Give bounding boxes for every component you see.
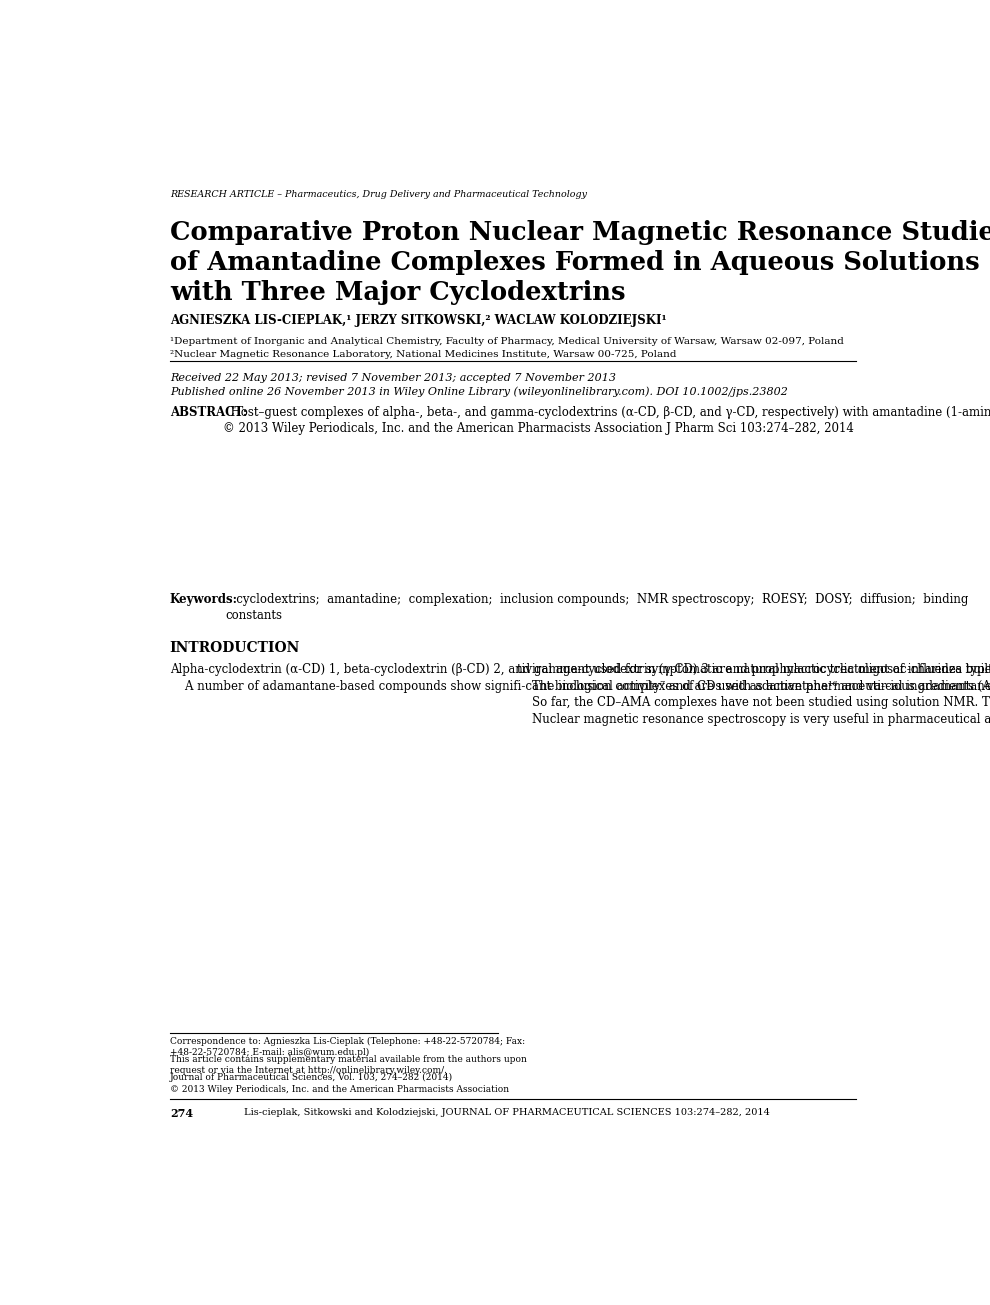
Text: Comparative Proton Nuclear Magnetic Resonance Studies
of Amantadine Complexes Fo: Comparative Proton Nuclear Magnetic Reso… <box>170 221 990 305</box>
Text: © 2013 Wiley Periodicals, Inc. and the American Pharmacists Association: © 2013 Wiley Periodicals, Inc. and the A… <box>170 1084 509 1094</box>
Text: tiviral agent used for symptomatic and prophylactic treatment of influenza type : tiviral agent used for symptomatic and p… <box>518 663 990 726</box>
Text: 274: 274 <box>170 1108 193 1120</box>
Text: RESEARCH ARTICLE – Pharmaceutics, Drug Delivery and Pharmaceutical Technology: RESEARCH ARTICLE – Pharmaceutics, Drug D… <box>170 189 587 198</box>
Text: INTRODUCTION: INTRODUCTION <box>170 641 300 655</box>
Text: ¹Department of Inorganic and Analytical Chemistry, Faculty of Pharmacy, Medical : ¹Department of Inorganic and Analytical … <box>170 338 843 346</box>
Text: Keywords:: Keywords: <box>170 592 238 606</box>
Text: Correspondence to: Agnieszka Lis-Cieplak (Telephone: +48-22-5720784; Fax:
+48-22: Correspondence to: Agnieszka Lis-Cieplak… <box>170 1037 525 1057</box>
Text: AGNIESZKA LIS-CIEPLAK,¹ JERZY SITKOWSKI,² WACLAW KOLODZIEJSKI¹: AGNIESZKA LIS-CIEPLAK,¹ JERZY SITKOWSKI,… <box>170 315 666 328</box>
Text: ²Nuclear Magnetic Resonance Laboratory, National Medicines Institute, Warsaw 00-: ²Nuclear Magnetic Resonance Laboratory, … <box>170 350 676 359</box>
Text: Alpha-cyclodextrin (α-CD) 1, beta-cyclodextrin (β-CD) 2, and gamma-cyclodextrin : Alpha-cyclodextrin (α-CD) 1, beta-cyclod… <box>170 663 990 693</box>
Text: Received 22 May 2013; revised 7 November 2013; accepted 7 November 2013: Received 22 May 2013; revised 7 November… <box>170 373 616 382</box>
Text: Lis-cieplak, Sitkowski and Kolodziejski, JOURNAL OF PHARMACEUTICAL SCIENCES 103:: Lis-cieplak, Sitkowski and Kolodziejski,… <box>245 1108 770 1117</box>
Text: ABSTRACT:: ABSTRACT: <box>170 406 248 419</box>
Text: This article contains supplementary material available from the authors upon
req: This article contains supplementary mate… <box>170 1054 527 1075</box>
Text: Host–guest complexes of alpha-, beta-, and gamma-cyclodextrins (α-CD, β-CD, and : Host–guest complexes of alpha-, beta-, a… <box>223 406 990 436</box>
Text: Journal of Pharmaceutical Sciences, Vol. 103, 274–282 (2014): Journal of Pharmaceutical Sciences, Vol.… <box>170 1073 452 1082</box>
Text: Published online 26 November 2013 in Wiley Online Library (wileyonlinelibrary.co: Published online 26 November 2013 in Wil… <box>170 386 788 397</box>
Text: cyclodextrins;  amantadine;  complexation;  inclusion compounds;  NMR spectrosco: cyclodextrins; amantadine; complexation;… <box>225 592 968 622</box>
